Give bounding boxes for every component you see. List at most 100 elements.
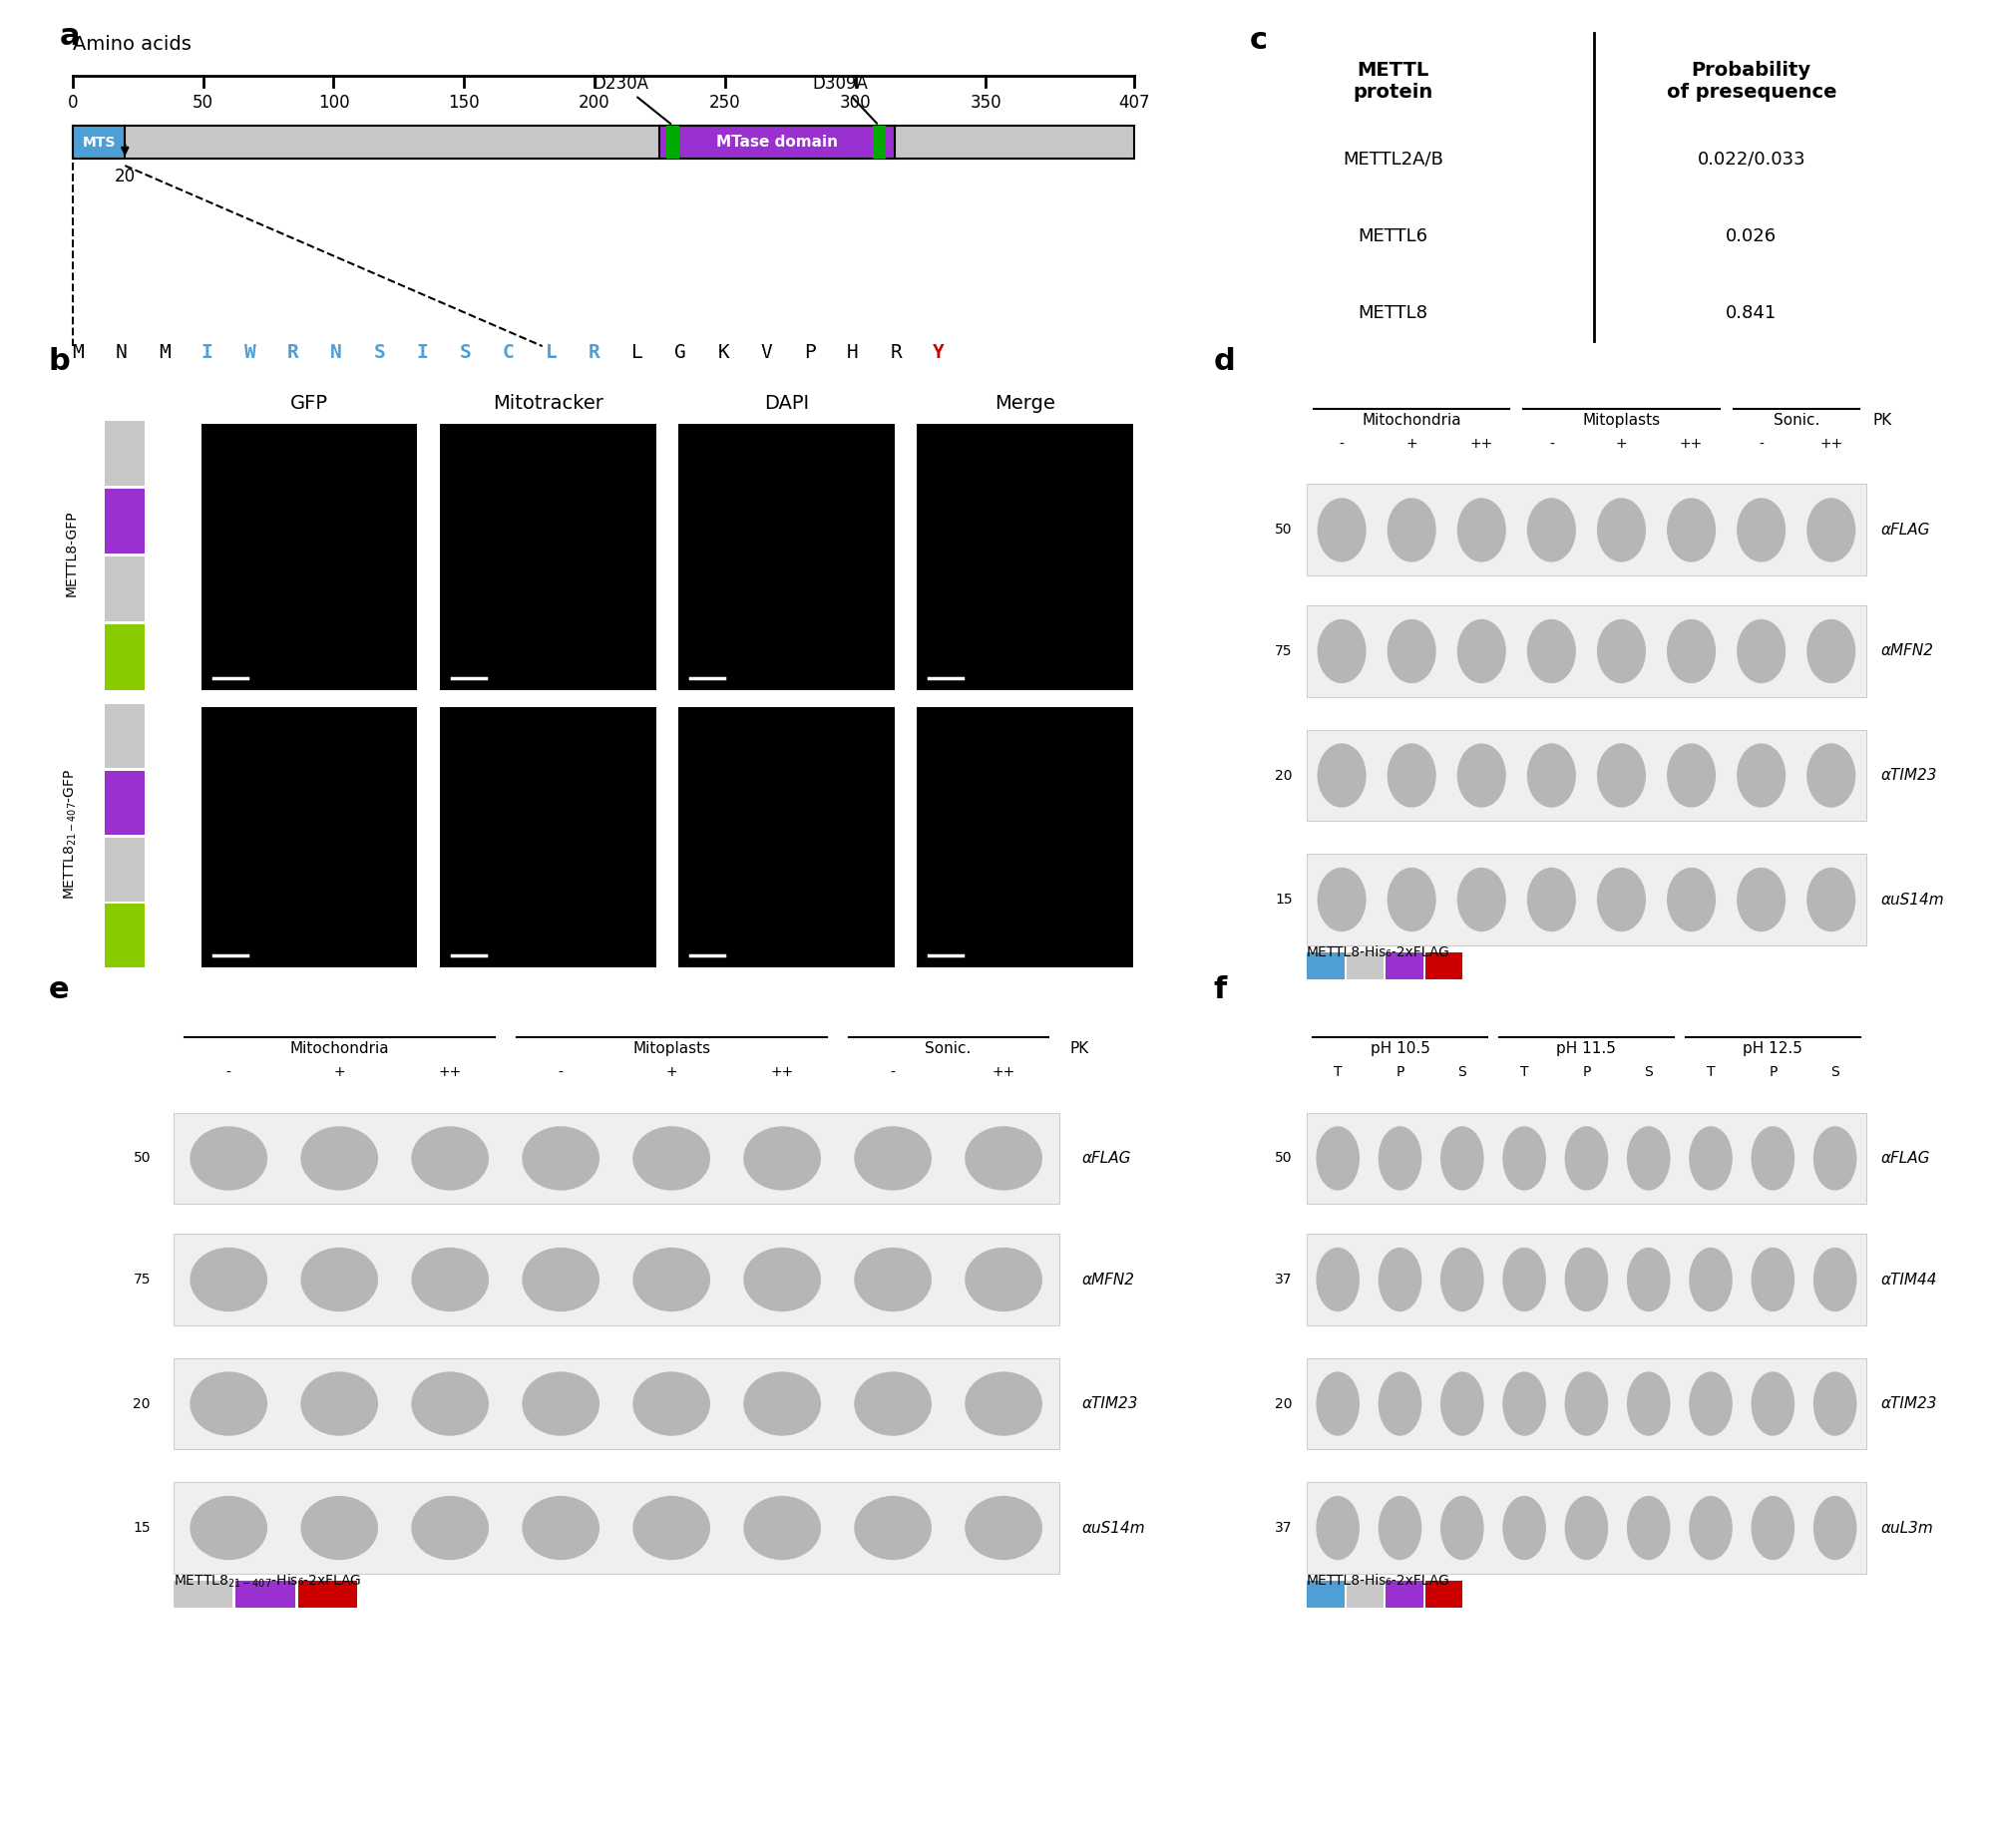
Ellipse shape bbox=[189, 1371, 267, 1436]
Text: -: - bbox=[227, 1066, 231, 1079]
Text: ++: ++ bbox=[1819, 438, 1843, 451]
Text: 20: 20 bbox=[1275, 769, 1293, 782]
Text: R: R bbox=[590, 344, 600, 362]
Text: METTL8-His₆-2xFLAG: METTL8-His₆-2xFLAG bbox=[1307, 946, 1450, 959]
Ellipse shape bbox=[522, 1371, 600, 1436]
Text: 407: 407 bbox=[1120, 94, 1149, 111]
Text: 0.022/0.033: 0.022/0.033 bbox=[1697, 150, 1805, 168]
Bar bbox=[173, 1112, 1060, 1205]
Ellipse shape bbox=[1689, 1247, 1733, 1312]
Text: PK: PK bbox=[1872, 414, 1892, 429]
Ellipse shape bbox=[1598, 497, 1645, 562]
Bar bbox=[173, 1582, 233, 1608]
Text: H: H bbox=[847, 344, 859, 362]
Ellipse shape bbox=[1627, 1125, 1671, 1190]
Text: L: L bbox=[546, 344, 558, 362]
Ellipse shape bbox=[1456, 867, 1506, 931]
Ellipse shape bbox=[1317, 867, 1367, 931]
Ellipse shape bbox=[1564, 1125, 1608, 1190]
Bar bbox=[1307, 1582, 1345, 1608]
Text: DAPI: DAPI bbox=[765, 394, 809, 412]
Text: αTIM23: αTIM23 bbox=[1082, 1397, 1137, 1412]
Bar bbox=[201, 423, 418, 689]
Text: Mitochondria: Mitochondria bbox=[289, 1042, 388, 1057]
Bar bbox=[106, 488, 145, 554]
Text: -: - bbox=[890, 1066, 894, 1079]
Ellipse shape bbox=[1807, 867, 1857, 931]
Ellipse shape bbox=[1378, 1371, 1422, 1436]
Text: P: P bbox=[1396, 1066, 1404, 1079]
Text: αTIM23: αTIM23 bbox=[1880, 1397, 1936, 1412]
Ellipse shape bbox=[1528, 867, 1576, 931]
Text: -: - bbox=[1339, 438, 1345, 451]
Bar bbox=[299, 1582, 357, 1608]
Bar bbox=[1307, 1358, 1867, 1449]
Bar bbox=[201, 708, 418, 968]
Text: 37: 37 bbox=[1275, 1521, 1293, 1536]
Text: L: L bbox=[631, 344, 643, 362]
Ellipse shape bbox=[964, 1125, 1042, 1190]
Text: C: C bbox=[502, 344, 514, 362]
Ellipse shape bbox=[1317, 1247, 1361, 1312]
Bar bbox=[1307, 484, 1867, 577]
Text: P: P bbox=[805, 344, 815, 362]
Bar bbox=[1347, 954, 1384, 979]
Bar bbox=[173, 1482, 1060, 1574]
Ellipse shape bbox=[301, 1247, 378, 1312]
Bar bbox=[1424, 954, 1462, 979]
Text: αuL3m: αuL3m bbox=[1880, 1521, 1932, 1536]
Ellipse shape bbox=[1689, 1495, 1733, 1560]
Ellipse shape bbox=[522, 1247, 600, 1312]
Ellipse shape bbox=[1386, 619, 1436, 684]
Ellipse shape bbox=[1502, 1371, 1546, 1436]
Ellipse shape bbox=[1598, 867, 1645, 931]
Text: 0: 0 bbox=[68, 94, 78, 111]
Ellipse shape bbox=[964, 1371, 1042, 1436]
Ellipse shape bbox=[1627, 1495, 1671, 1560]
Text: 50: 50 bbox=[133, 1151, 151, 1166]
Text: +: + bbox=[1406, 438, 1418, 451]
Ellipse shape bbox=[1667, 867, 1715, 931]
Ellipse shape bbox=[189, 1125, 267, 1190]
Text: Y: Y bbox=[932, 344, 944, 362]
Ellipse shape bbox=[1317, 619, 1367, 684]
Bar bbox=[1307, 1482, 1867, 1574]
Ellipse shape bbox=[410, 1125, 488, 1190]
Text: 150: 150 bbox=[448, 94, 480, 111]
Ellipse shape bbox=[1528, 497, 1576, 562]
Ellipse shape bbox=[855, 1371, 932, 1436]
Ellipse shape bbox=[1317, 1495, 1361, 1560]
Ellipse shape bbox=[301, 1125, 378, 1190]
Text: S: S bbox=[460, 344, 472, 362]
Text: 0.841: 0.841 bbox=[1725, 305, 1777, 322]
Text: αMFN2: αMFN2 bbox=[1082, 1271, 1135, 1286]
Text: P: P bbox=[1582, 1066, 1590, 1079]
Bar bbox=[173, 1358, 1060, 1449]
Ellipse shape bbox=[1737, 743, 1785, 808]
Text: 200: 200 bbox=[580, 94, 610, 111]
Bar bbox=[440, 708, 655, 968]
Ellipse shape bbox=[633, 1125, 711, 1190]
Ellipse shape bbox=[1386, 497, 1436, 562]
Ellipse shape bbox=[410, 1247, 488, 1312]
Ellipse shape bbox=[855, 1247, 932, 1312]
Bar bbox=[1307, 606, 1867, 697]
Text: αTIM44: αTIM44 bbox=[1880, 1271, 1936, 1286]
Text: W: W bbox=[245, 344, 257, 362]
Text: GFP: GFP bbox=[291, 394, 329, 412]
Bar bbox=[106, 421, 145, 486]
Text: ++: ++ bbox=[1679, 438, 1703, 451]
Text: Sonic.: Sonic. bbox=[924, 1042, 972, 1057]
Text: ++: ++ bbox=[438, 1066, 462, 1079]
Text: METTL8$_{21-407}$-GFP: METTL8$_{21-407}$-GFP bbox=[64, 769, 80, 900]
Text: S: S bbox=[1643, 1066, 1653, 1079]
Bar bbox=[440, 423, 655, 689]
Text: pH 11.5: pH 11.5 bbox=[1556, 1042, 1616, 1057]
Text: 20: 20 bbox=[133, 1397, 151, 1410]
Text: αuS14m: αuS14m bbox=[1082, 1521, 1145, 1536]
Text: +: + bbox=[1616, 438, 1627, 451]
Ellipse shape bbox=[1807, 743, 1857, 808]
Text: 75: 75 bbox=[133, 1273, 151, 1286]
Text: 20: 20 bbox=[114, 168, 135, 185]
Bar bbox=[872, 126, 884, 159]
